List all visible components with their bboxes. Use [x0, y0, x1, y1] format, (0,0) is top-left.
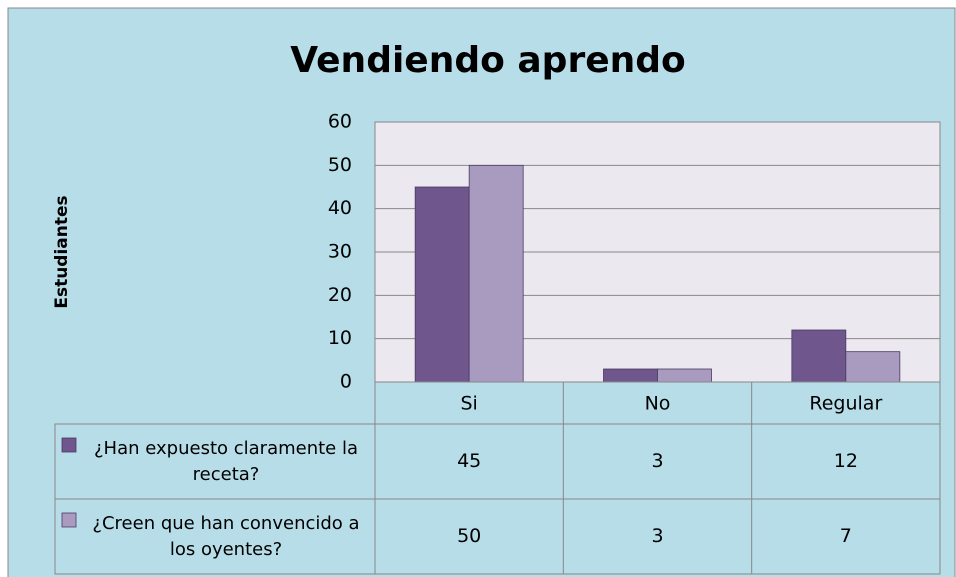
- bar: [791, 329, 847, 383]
- y-axis-label: Estudiantes: [52, 195, 72, 308]
- legend-entry: ¿Han expuesto claramente la receta?: [94, 437, 358, 485]
- legend-key: [61, 512, 77, 528]
- y-tick-label: 0: [340, 371, 352, 393]
- x-tick-label: No: [645, 393, 671, 415]
- bar: [845, 351, 901, 383]
- table-value: 12: [834, 450, 858, 472]
- y-tick-label: 50: [328, 154, 352, 176]
- chart-title: Vendiendo aprendo: [290, 40, 686, 81]
- table-value: 45: [457, 450, 481, 472]
- bar: [468, 164, 524, 383]
- y-tick-label: 60: [328, 111, 352, 133]
- y-tick-label: 30: [328, 241, 352, 263]
- legend-entry: ¿Creen que han convencido a los oyentes?: [92, 512, 360, 560]
- legend-key: [61, 437, 77, 453]
- y-tick-label: 10: [328, 327, 352, 349]
- bar: [657, 368, 712, 383]
- table-value: 7: [840, 525, 852, 547]
- table-row-frame: [54, 498, 941, 575]
- table-value: 3: [651, 525, 663, 547]
- y-tick-label: 20: [328, 284, 352, 306]
- table-value: 50: [457, 525, 481, 547]
- table-value: 3: [651, 450, 663, 472]
- y-tick-label: 40: [328, 197, 352, 219]
- x-tick-label: Regular: [809, 393, 882, 415]
- bar: [603, 368, 658, 383]
- bar: [414, 186, 470, 383]
- legend-entry-box: ¿Han expuesto claramente la receta?: [94, 437, 358, 485]
- x-tick-label: Si: [460, 393, 477, 415]
- legend-entry-box: ¿Creen que han convencido a los oyentes?: [92, 512, 360, 560]
